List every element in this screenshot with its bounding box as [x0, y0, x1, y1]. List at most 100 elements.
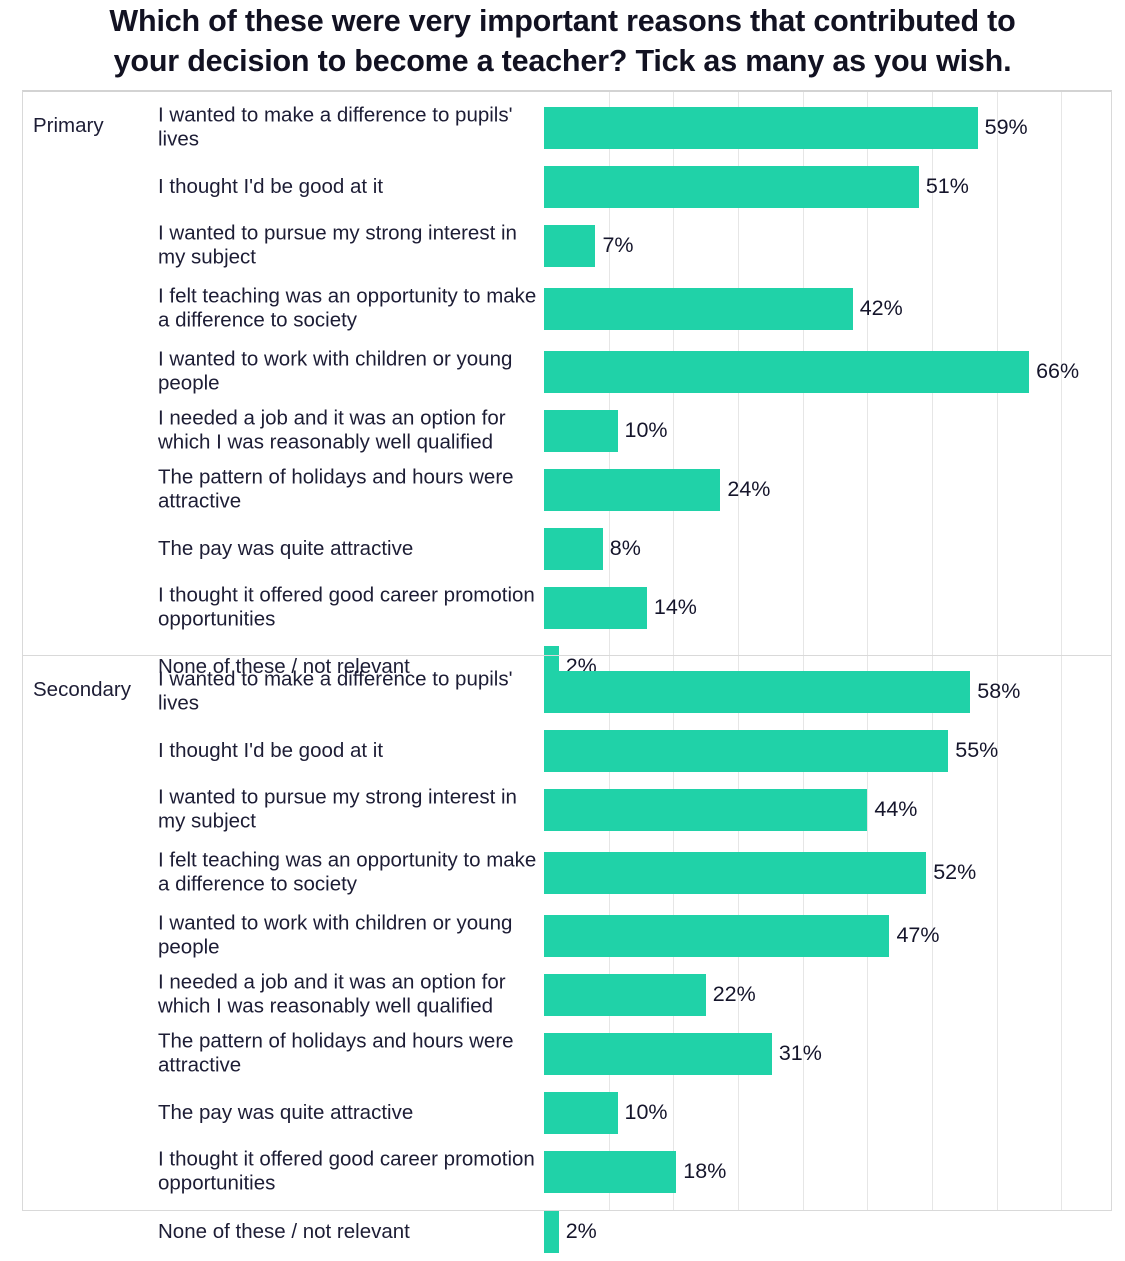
bar-group: 52%: [544, 851, 977, 894]
bar-value-label: 66%: [1036, 358, 1080, 383]
bar-group: 8%: [544, 527, 641, 570]
chart-row: I felt teaching was an opportunity to ma…: [23, 277, 1111, 340]
bar-value-label: 59%: [984, 114, 1028, 139]
chart-row: I thought I'd be good at it 55%: [23, 723, 1111, 778]
bar[interactable]: [544, 350, 1030, 393]
bar-group: 66%: [544, 350, 1080, 393]
bar-value-label: 55%: [955, 737, 999, 762]
chart-row: I needed a job and it was an option for …: [23, 403, 1111, 458]
bar-track: 44%: [544, 778, 1111, 841]
bar-group: 14%: [544, 586, 697, 629]
bar-track: 52%: [544, 841, 1111, 904]
bar-track: 47%: [544, 904, 1111, 967]
bar[interactable]: [544, 973, 706, 1016]
bar-value-label: 31%: [778, 1040, 822, 1065]
bar[interactable]: [544, 287, 853, 330]
bar[interactable]: [544, 788, 868, 831]
bar-group: 51%: [544, 165, 969, 208]
bar-track: 55%: [544, 723, 1111, 778]
bar-group: 2%: [544, 1211, 597, 1253]
bar-value-label: 24%: [727, 476, 771, 501]
bar-value-label: 22%: [712, 981, 756, 1006]
bar[interactable]: [544, 1091, 618, 1134]
bar-value-label: 8%: [609, 535, 641, 560]
bar-track: 59%: [544, 96, 1111, 159]
row-category-label: The pay was quite attractive: [158, 1100, 414, 1124]
bar-group: 55%: [544, 729, 999, 772]
bar-value-label: 47%: [896, 922, 940, 947]
chart-row: I wanted to work with children or young …: [23, 340, 1111, 403]
bar-group: 10%: [544, 409, 668, 452]
bar[interactable]: [544, 1150, 677, 1193]
bar[interactable]: [544, 851, 927, 894]
bar-track: 22%: [544, 967, 1111, 1022]
chart-page: Which of these were very important reaso…: [22, 4, 1112, 1253]
bar-track: 31%: [544, 1022, 1111, 1085]
group-label: Secondary: [33, 678, 132, 701]
row-category-label: I thought it offered good career promoti…: [158, 583, 535, 631]
chart-row: The pay was quite attractive 10%: [23, 1085, 1111, 1140]
row-category-label: None of these / not relevant: [158, 654, 410, 678]
bar[interactable]: [544, 224, 596, 267]
chart-row: None of these / not relevant 2%: [23, 1203, 1111, 1261]
chart-row: I wanted to make a difference to pupils'…: [23, 96, 1111, 159]
page-title: Which of these were very important reaso…: [109, 4, 1016, 78]
chart-rows: I wanted to make a difference to pupils'…: [23, 656, 1111, 1253]
bar-track: 2%: [544, 1203, 1111, 1261]
row-category-label: I needed a job and it was an option for …: [158, 406, 506, 454]
row-category-label: I wanted to work with children or young …: [158, 347, 513, 395]
bar-value-label: 2%: [565, 1219, 597, 1244]
chart-rows: I wanted to make a difference to pupils'…: [23, 92, 1111, 688]
bar[interactable]: [544, 106, 978, 149]
bar[interactable]: [544, 670, 971, 713]
bar-group: 18%: [544, 1150, 726, 1193]
row-category-label: I wanted to pursue my strong interest in…: [158, 785, 517, 833]
bar[interactable]: [544, 729, 949, 772]
chart-row: I thought it offered good career promoti…: [23, 576, 1111, 639]
bar[interactable]: [544, 586, 647, 629]
row-category-label: None of these / not relevant: [158, 1219, 410, 1243]
row-category-label: I wanted to make a difference to pupils'…: [158, 103, 513, 151]
bar-track: 14%: [544, 576, 1111, 639]
bar-value-label: 52%: [933, 859, 977, 884]
bar-group: 58%: [544, 670, 1021, 713]
bar[interactable]: [544, 527, 603, 570]
chart-row: I thought it offered good career promoti…: [23, 1140, 1111, 1203]
row-category-label: I wanted to work with children or young …: [158, 911, 513, 959]
bar-value-label: 42%: [859, 295, 903, 320]
chart-group-primary: Primary I wanted to make a difference to …: [23, 92, 1111, 688]
row-category-label: I thought I'd be good at it: [158, 738, 384, 762]
group-label: Primary: [33, 114, 104, 137]
bar-group: 10%: [544, 1091, 668, 1134]
bar[interactable]: [544, 914, 890, 957]
bar-value-label: 44%: [874, 796, 918, 821]
row-category-label: I thought I'd be good at it: [158, 174, 384, 198]
bar-group: 42%: [544, 287, 903, 330]
bar[interactable]: [544, 1032, 772, 1075]
bar-track: 7%: [544, 214, 1111, 277]
bar[interactable]: [544, 409, 618, 452]
bar-track: 51%: [544, 159, 1111, 214]
chart-row: I wanted to work with children or young …: [23, 904, 1111, 967]
bar-group: 22%: [544, 973, 756, 1016]
bar[interactable]: [544, 1211, 559, 1253]
row-category-label: The pattern of holidays and hours were a…: [158, 1029, 514, 1077]
chart-row: I felt teaching was an opportunity to ma…: [23, 841, 1111, 904]
bar-track: 42%: [544, 277, 1111, 340]
row-category-label: I needed a job and it was an option for …: [158, 970, 506, 1018]
bar-track: 24%: [544, 458, 1111, 521]
bar-value-label: 58%: [977, 678, 1021, 703]
chart-row: I wanted to pursue my strong interest in…: [23, 214, 1111, 277]
bar[interactable]: [544, 165, 919, 208]
chart-row: The pattern of holidays and hours were a…: [23, 1022, 1111, 1085]
chart-row: The pattern of holidays and hours were a…: [23, 458, 1111, 521]
chart-row: The pay was quite attractive 8%: [23, 521, 1111, 576]
chart-row: I wanted to make a difference to pupils'…: [23, 660, 1111, 723]
row-category-label: I wanted to make a difference to pupils'…: [158, 667, 513, 715]
chart-row: I wanted to pursue my strong interest in…: [23, 778, 1111, 841]
bar-track: 8%: [544, 521, 1111, 576]
chart-plot-frame: Primary I wanted to make a difference to …: [22, 90, 1112, 1253]
bar[interactable]: [544, 468, 721, 511]
bar-group: 7%: [544, 224, 634, 267]
bar-group: 59%: [544, 106, 1028, 149]
